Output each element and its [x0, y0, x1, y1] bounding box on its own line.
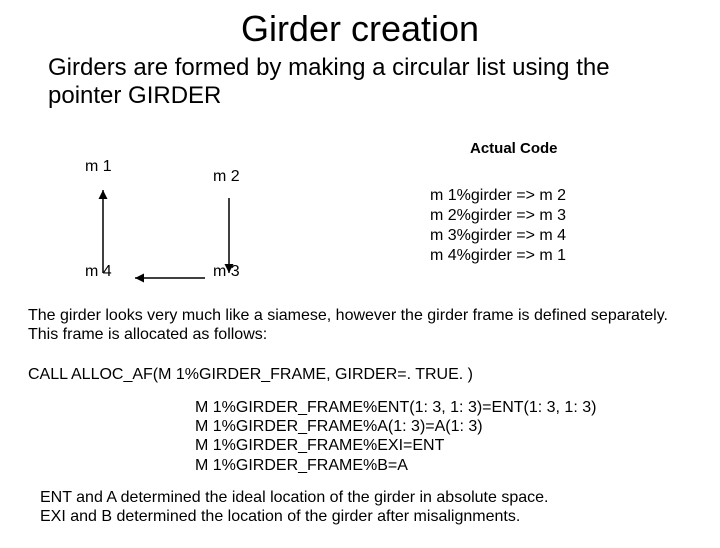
frame-line: M 1%GIRDER_FRAME%B=A: [195, 456, 596, 475]
diagram-arrows: [85, 158, 295, 293]
subtitle-text: Girders are formed by making a circular …: [48, 54, 680, 109]
code-line: m 3%girder => m 4: [430, 226, 566, 246]
frame-line: M 1%GIRDER_FRAME%EXI=ENT: [195, 436, 596, 455]
para2-line1: ENT and A determined the ideal location …: [40, 489, 548, 506]
actual-code-label: Actual Code: [470, 140, 558, 157]
paragraph-1: The girder looks very much like a siames…: [28, 306, 690, 344]
frame-line: M 1%GIRDER_FRAME%A(1: 3)=A(1: 3): [195, 417, 596, 436]
code-block: m 1%girder => m 2 m 2%girder => m 3 m 3%…: [430, 186, 566, 266]
frame-assignments: M 1%GIRDER_FRAME%ENT(1: 3, 1: 3)=ENT(1: …: [195, 398, 596, 475]
paragraph-2: ENT and A determined the ideal location …: [40, 488, 690, 526]
circular-list-diagram: m 1 m 2 m 3 m 4: [85, 158, 295, 293]
call-statement: CALL ALLOC_AF(M 1%GIRDER_FRAME, GIRDER=.…: [28, 366, 473, 384]
para2-line2: EXI and B determined the location of the…: [40, 508, 520, 525]
code-line: m 2%girder => m 3: [430, 206, 566, 226]
code-line: m 1%girder => m 2: [430, 186, 566, 206]
code-line: m 4%girder => m 1: [430, 246, 566, 266]
page-title: Girder creation: [0, 8, 720, 50]
frame-line: M 1%GIRDER_FRAME%ENT(1: 3, 1: 3)=ENT(1: …: [195, 398, 596, 417]
